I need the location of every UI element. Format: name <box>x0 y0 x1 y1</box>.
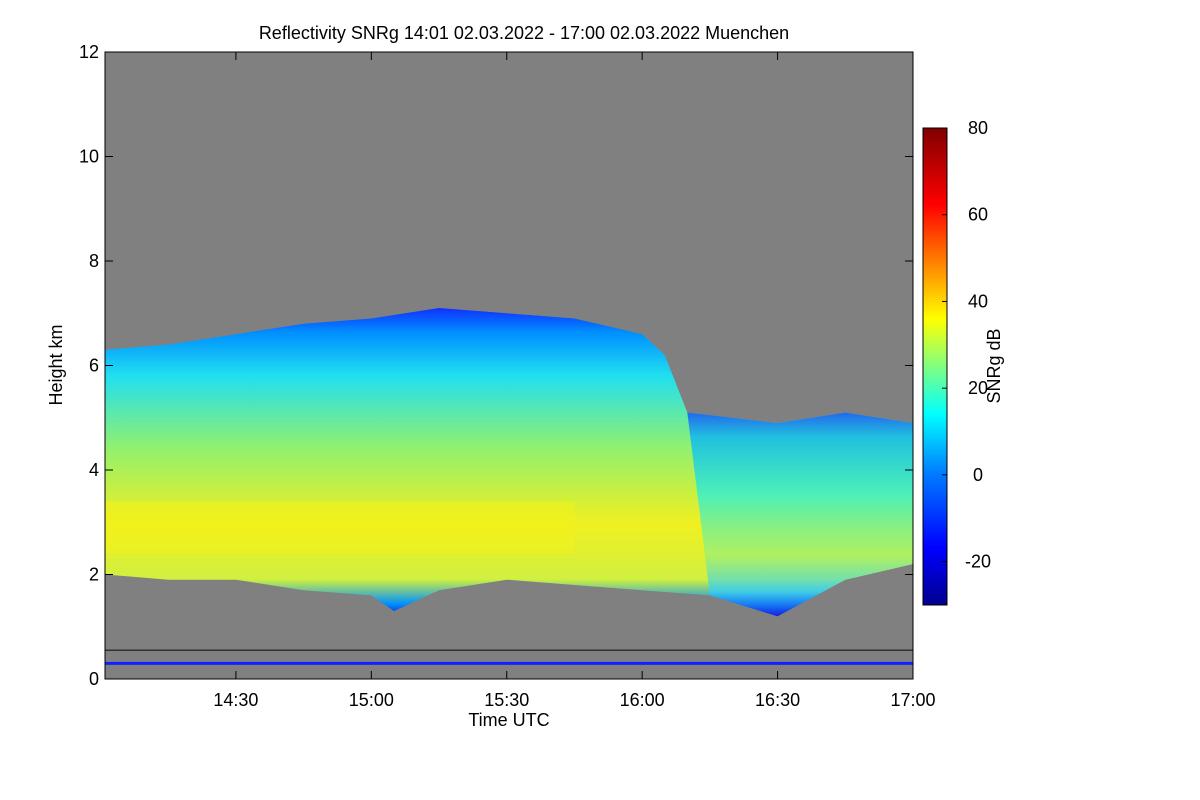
max-reflectivity-band <box>105 501 575 554</box>
x-tick-label: 15:00 <box>349 690 394 710</box>
cloud-layer <box>105 308 913 617</box>
x-axis-label: Time UTC <box>468 710 549 730</box>
y-tick-label: 4 <box>89 460 99 480</box>
plot-area <box>105 52 913 679</box>
y-tick-label: 0 <box>89 669 99 689</box>
y-axis-label: Height km <box>46 324 66 405</box>
colorbar-label: SNRg dB <box>984 328 1004 403</box>
cloud-echo-weak-region <box>687 412 913 617</box>
x-tick-label: 14:30 <box>213 690 258 710</box>
y-tick-label: 6 <box>89 356 99 376</box>
colorbar-strip <box>922 127 948 606</box>
colorbar-tick-label: 40 <box>968 291 988 311</box>
chart-title: Reflectivity SNRg 14:01 02.03.2022 - 17:… <box>259 23 789 43</box>
colorbar-tick-label: 60 <box>968 205 988 225</box>
colorbar: -20 0 20 40 60 80 SNRg dB <box>922 118 1004 606</box>
colorbar-tick-label: 0 <box>973 465 983 485</box>
colorbar-ticks: -20 0 20 40 60 80 <box>942 118 991 572</box>
y-tick-label: 2 <box>89 565 99 585</box>
ground-clutter <box>105 649 913 665</box>
colorbar-tick-label: 20 <box>968 378 988 398</box>
x-tick-label: 16:30 <box>755 690 800 710</box>
x-tick-label: 17:00 <box>890 690 935 710</box>
colorbar-tick-label: 80 <box>968 118 988 138</box>
y-axis: 0 2 4 6 8 10 12 <box>79 42 913 689</box>
y-tick-label: 12 <box>79 42 99 62</box>
y-tick-label: 10 <box>79 147 99 167</box>
y-tick-label: 8 <box>89 251 99 271</box>
x-tick-label: 16:00 <box>620 690 665 710</box>
x-tick-label: 15:30 <box>484 690 529 710</box>
colorbar-tick-label: -20 <box>965 552 991 572</box>
x-axis: 14:30 15:00 15:30 16:00 16:30 17:00 <box>213 52 936 710</box>
